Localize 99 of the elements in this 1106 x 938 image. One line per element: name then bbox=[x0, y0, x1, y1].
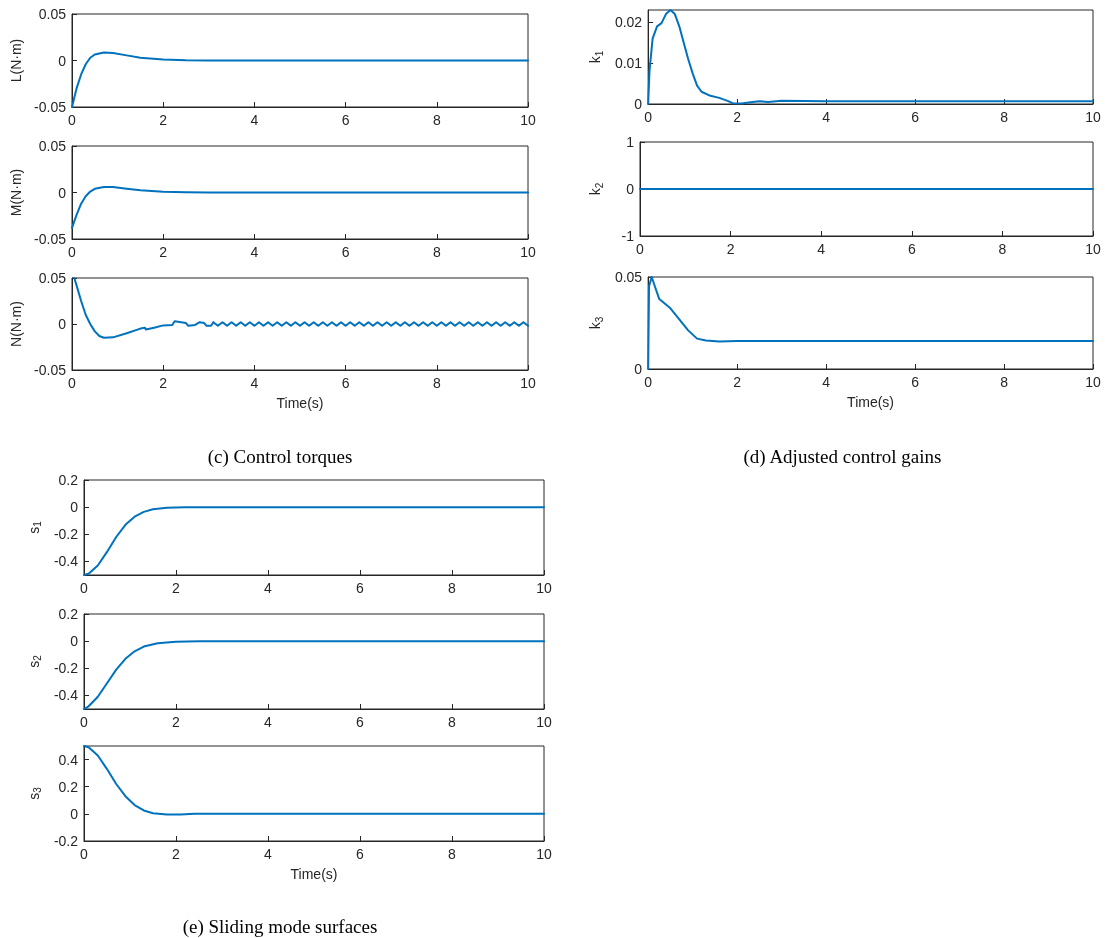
y-tick-label: -0.2 bbox=[53, 526, 79, 543]
x-tick-label: 6 bbox=[911, 109, 920, 125]
line-series bbox=[647, 276, 1094, 370]
x-tick-label: 10 bbox=[536, 714, 552, 730]
x-tick-label: 4 bbox=[264, 846, 273, 862]
x-tick-label: 6 bbox=[341, 244, 350, 260]
x-tick-label: 0 bbox=[644, 109, 653, 125]
y-axis-title: k3 bbox=[587, 316, 605, 330]
x-tick-label: 10 bbox=[520, 112, 536, 128]
x-tick-label: 2 bbox=[172, 580, 181, 596]
x-tick-label: 2 bbox=[733, 374, 742, 390]
x-tick-label: 6 bbox=[356, 846, 365, 862]
x-tick-label: 8 bbox=[1000, 374, 1009, 390]
x-axis-title: Time(s) bbox=[276, 395, 324, 411]
x-tick-label: 4 bbox=[264, 580, 273, 596]
y-tick-label: 0 bbox=[634, 96, 643, 112]
y-tick-label: 0.05 bbox=[38, 6, 67, 22]
y-tick-label: -0.05 bbox=[34, 362, 67, 378]
y-tick-label: 0 bbox=[58, 184, 67, 201]
x-tick-label: 10 bbox=[520, 375, 536, 391]
x-tick-label: 8 bbox=[432, 375, 441, 391]
x-tick-label: 8 bbox=[432, 112, 441, 128]
x-tick-label: 2 bbox=[172, 846, 181, 862]
y-axis-title: k1 bbox=[587, 50, 605, 64]
x-tick-label: 4 bbox=[822, 374, 831, 390]
x-tick-label: 10 bbox=[1085, 241, 1101, 257]
y-tick-label: 0 bbox=[58, 316, 67, 332]
x-tick-label: 0 bbox=[80, 846, 89, 862]
text: (d) Adjusted control gains bbox=[743, 446, 942, 468]
y-tick-label: -1 bbox=[621, 228, 635, 244]
x-tick-label: 10 bbox=[536, 580, 552, 596]
x-tick-label: 0 bbox=[80, 714, 89, 730]
x-axis-title: Time(s) bbox=[847, 394, 895, 410]
line-series bbox=[73, 277, 529, 339]
x-tick-label: 10 bbox=[1085, 109, 1101, 125]
y-tick-label: -0.4 bbox=[53, 687, 79, 704]
y-tick-label: 0.02 bbox=[614, 14, 643, 31]
y-tick-label: 0 bbox=[626, 181, 635, 197]
x-tick-label: 6 bbox=[341, 112, 350, 128]
line-series bbox=[83, 745, 545, 816]
y-axis-title: L(N·m) bbox=[8, 38, 25, 83]
x-tick-label: 6 bbox=[356, 580, 365, 596]
y-tick-label: -0.4 bbox=[53, 553, 79, 570]
text: (e) Sliding mode surfaces bbox=[182, 916, 378, 938]
y-axis-title: s3 bbox=[25, 786, 44, 800]
y-axis-title: k2 bbox=[587, 182, 605, 196]
x-tick-label: 4 bbox=[264, 714, 273, 730]
y-axis-title: s2 bbox=[25, 654, 44, 668]
x-tick-label: 2 bbox=[159, 375, 168, 391]
x-tick-label: 6 bbox=[911, 374, 920, 390]
y-tick-label: 0.2 bbox=[58, 778, 79, 795]
y-tick-label: 0 bbox=[70, 633, 79, 650]
y-tick-label: -0.2 bbox=[53, 833, 79, 849]
x-tick-label: 4 bbox=[822, 109, 831, 125]
y-tick-label: 0 bbox=[634, 361, 643, 377]
x-tick-label: 4 bbox=[250, 244, 259, 260]
y-tick-label: -0.05 bbox=[34, 99, 67, 115]
x-tick-label: 8 bbox=[1000, 109, 1009, 125]
x-tick-label: 2 bbox=[172, 714, 181, 730]
x-tick-label: 2 bbox=[159, 112, 168, 128]
y-tick-label: 0.05 bbox=[38, 138, 67, 154]
x-tick-label: 8 bbox=[448, 846, 457, 862]
x-tick-label: 8 bbox=[448, 714, 457, 730]
text: (c) Control torques bbox=[207, 446, 353, 468]
y-tick-label: 0.05 bbox=[38, 270, 67, 286]
x-tick-label: 2 bbox=[159, 244, 168, 260]
y-tick-label: 0 bbox=[58, 52, 67, 69]
x-tick-label: 6 bbox=[907, 241, 916, 257]
y-tick-label: 0.05 bbox=[614, 269, 643, 285]
x-tick-label: 10 bbox=[1085, 374, 1101, 390]
line-series bbox=[71, 185, 529, 229]
y-axis-title: M(N·m) bbox=[8, 168, 25, 217]
x-tick-label: 6 bbox=[356, 714, 365, 730]
x-tick-label: 8 bbox=[448, 580, 457, 596]
y-tick-label: 0 bbox=[70, 805, 79, 822]
y-tick-label: 0.2 bbox=[58, 606, 79, 622]
y-tick-label: -0.05 bbox=[34, 231, 67, 247]
y-tick-label: 0 bbox=[70, 499, 79, 516]
y-tick-label: 0.2 bbox=[58, 472, 79, 488]
x-tick-label: 0 bbox=[644, 374, 653, 390]
y-tick-label: 0.4 bbox=[58, 751, 79, 768]
x-tick-label: 8 bbox=[998, 241, 1007, 257]
x-tick-label: 0 bbox=[80, 580, 89, 596]
x-tick-label: 4 bbox=[817, 241, 826, 257]
x-axis-title: Time(s) bbox=[290, 866, 338, 882]
x-tick-label: 2 bbox=[726, 241, 735, 257]
line-series bbox=[647, 9, 1094, 105]
x-tick-label: 4 bbox=[250, 375, 259, 391]
x-tick-label: 10 bbox=[536, 846, 552, 862]
y-tick-label: -0.2 bbox=[53, 660, 79, 677]
x-tick-label: 6 bbox=[341, 375, 350, 391]
y-axis-title: N(N·m) bbox=[8, 301, 25, 347]
x-tick-label: 8 bbox=[432, 244, 441, 260]
x-tick-label: 10 bbox=[520, 244, 536, 260]
x-tick-label: 4 bbox=[250, 112, 259, 128]
y-tick-label: 0.01 bbox=[614, 55, 643, 72]
y-tick-label: 1 bbox=[626, 134, 635, 150]
y-axis-title: s1 bbox=[25, 520, 44, 534]
x-tick-label: 2 bbox=[733, 109, 742, 125]
